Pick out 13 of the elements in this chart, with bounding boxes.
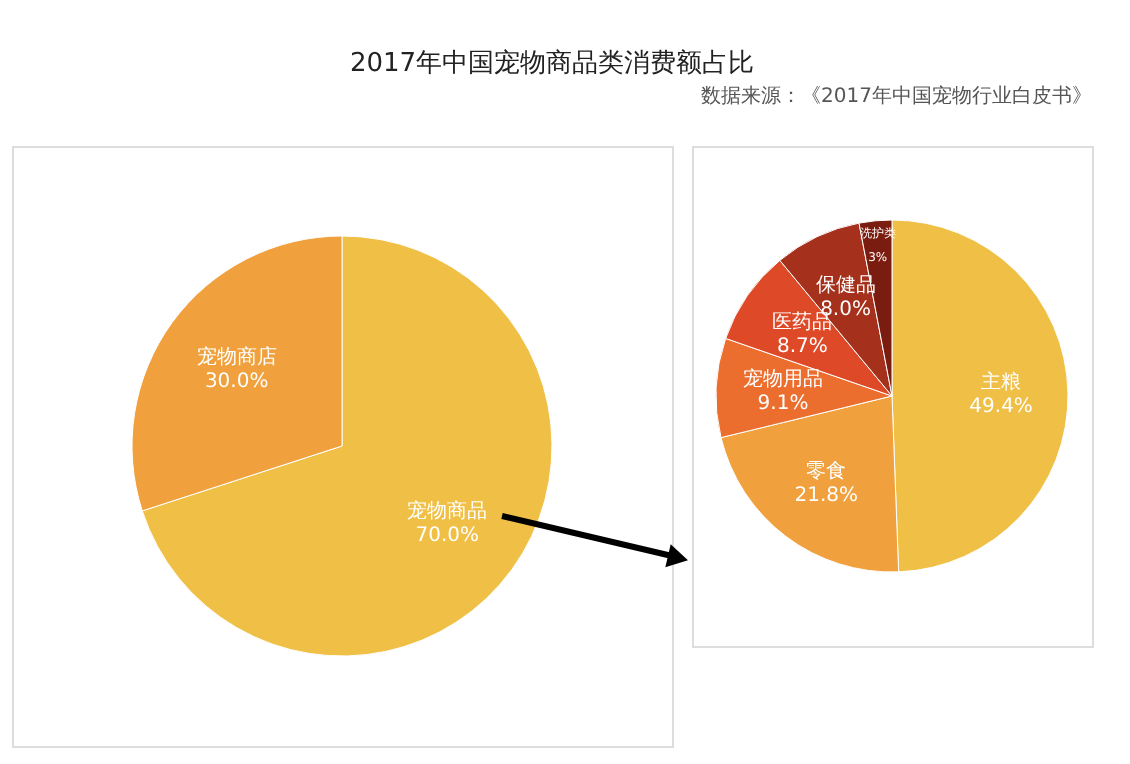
data-label: 70.0% (415, 524, 480, 547)
data-label: 9.1% (757, 392, 809, 415)
source-note: 数据来源：《2017年中国宠物行业白皮书》 (701, 84, 1092, 108)
data-label: 21.8% (794, 485, 858, 508)
slice-label: 宠物用品 (743, 366, 823, 391)
slice-label: 宠物商店 (196, 345, 277, 370)
chart-title: 2017年中国宠物商品类消费额占比 (349, 49, 755, 79)
data-label: 8.7% (776, 335, 828, 358)
data-label: 49.4% (969, 395, 1033, 418)
data-label: 30.0% (204, 371, 269, 394)
slice-label: 宠物商品 (407, 498, 488, 523)
slice-label: 主粮 (981, 369, 1022, 394)
slice-label: 零食 (806, 459, 847, 484)
